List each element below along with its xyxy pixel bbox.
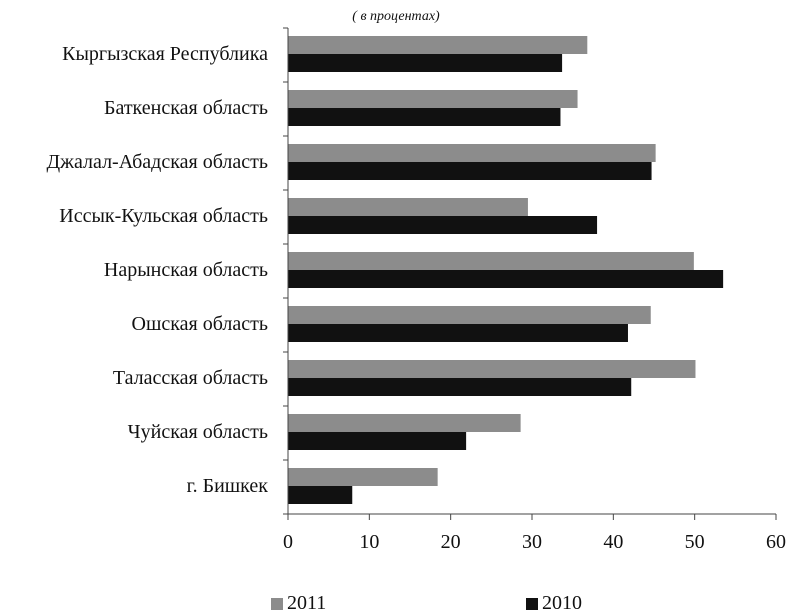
bar-2011-4	[288, 198, 528, 216]
legend-label-2010: 2010	[542, 592, 582, 614]
legend-swatch-2011	[271, 597, 283, 610]
value-tick-label-10: 10	[359, 531, 379, 553]
category-label-4: Иссык-Кульская область	[59, 205, 268, 227]
value-tick-label-0: 0	[283, 531, 293, 553]
bar-2011-7	[288, 360, 696, 378]
legend-item-2010: 2010	[526, 592, 582, 615]
bar-2010-5	[288, 270, 724, 288]
chart-subtitle: ( в процентах)	[352, 9, 440, 24]
value-tick-label-40: 40	[603, 531, 623, 553]
bar-2010-3	[288, 162, 652, 180]
bar-2010-1	[288, 54, 563, 72]
category-label-2: Баткенская область	[104, 97, 268, 119]
value-tick-label-30: 30	[522, 531, 542, 553]
value-tick-label-20: 20	[441, 531, 461, 553]
value-tick-label-60: 60	[766, 531, 786, 553]
legend-label-2011: 2011	[287, 592, 327, 614]
category-label-9: г. Бишкек	[187, 475, 269, 497]
bar-2010-6	[288, 324, 628, 342]
value-tick-label-50: 50	[685, 531, 705, 553]
bar-2010-7	[288, 378, 632, 396]
legend-swatch-2010	[526, 597, 538, 610]
bar-2010-8	[288, 432, 467, 450]
bar-2011-5	[288, 252, 694, 270]
bar-chart: Кыргызская Республика Баткенская область Д…	[47, 27, 786, 553]
bar-2011-1	[288, 36, 588, 54]
category-label-6: Ошская область	[132, 313, 268, 335]
bar-2011-8	[288, 414, 521, 432]
legend: 2011 2010	[0, 592, 792, 616]
legend-item-2011: 2011	[271, 592, 326, 615]
bar-2010-9	[288, 486, 353, 504]
category-label-8: Чуйская область	[128, 421, 268, 443]
bar-2011-3	[288, 144, 656, 162]
category-label-1: Кыргызская Республика	[62, 43, 268, 65]
bar-2011-2	[288, 90, 578, 108]
bar-2010-2	[288, 108, 561, 126]
category-label-3: Джалал-Абадская область	[47, 151, 268, 173]
category-label-7: Таласская область	[113, 367, 268, 389]
bar-2011-6	[288, 306, 651, 324]
category-label-5: Нарынская область	[104, 259, 268, 281]
bar-2011-9	[288, 468, 438, 486]
bar-2010-4	[288, 216, 598, 234]
